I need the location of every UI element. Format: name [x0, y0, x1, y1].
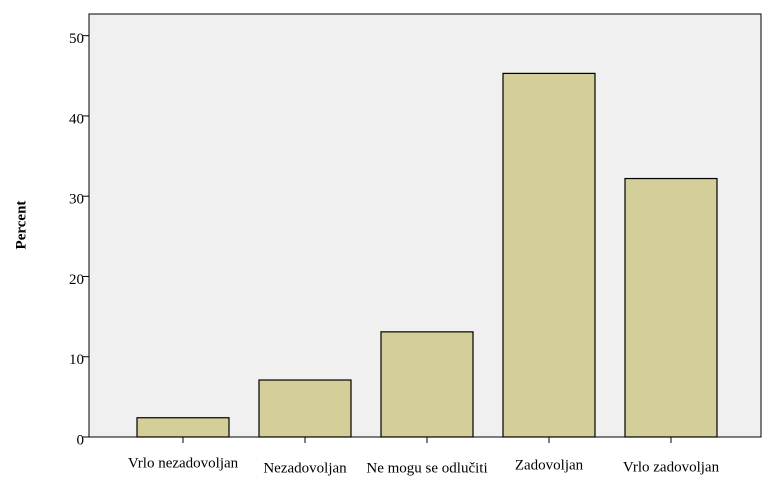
- x-tick-label: Ne mogu se odlučiti: [366, 460, 487, 476]
- y-tick-label: 0: [77, 432, 85, 448]
- x-tick-label: Zadovoljan: [515, 457, 584, 473]
- y-tick-label: 10: [69, 352, 84, 368]
- y-tick-label: 20: [69, 272, 84, 288]
- x-tick-label: Nezadovoljan: [263, 460, 347, 476]
- bar: [502, 72, 596, 438]
- y-tick-label: 40: [69, 111, 84, 127]
- bar: [624, 177, 718, 438]
- bar: [136, 417, 230, 438]
- y-tick-label: 50: [69, 31, 84, 47]
- y-tick-label: 30: [69, 192, 84, 208]
- x-tick-label: Vrlo nezadovoljan: [128, 455, 239, 471]
- bar: [258, 379, 352, 438]
- x-tick-label: Vrlo zadovoljan: [623, 459, 720, 475]
- y-axis-label: Percent: [13, 201, 29, 250]
- bar: [380, 331, 474, 438]
